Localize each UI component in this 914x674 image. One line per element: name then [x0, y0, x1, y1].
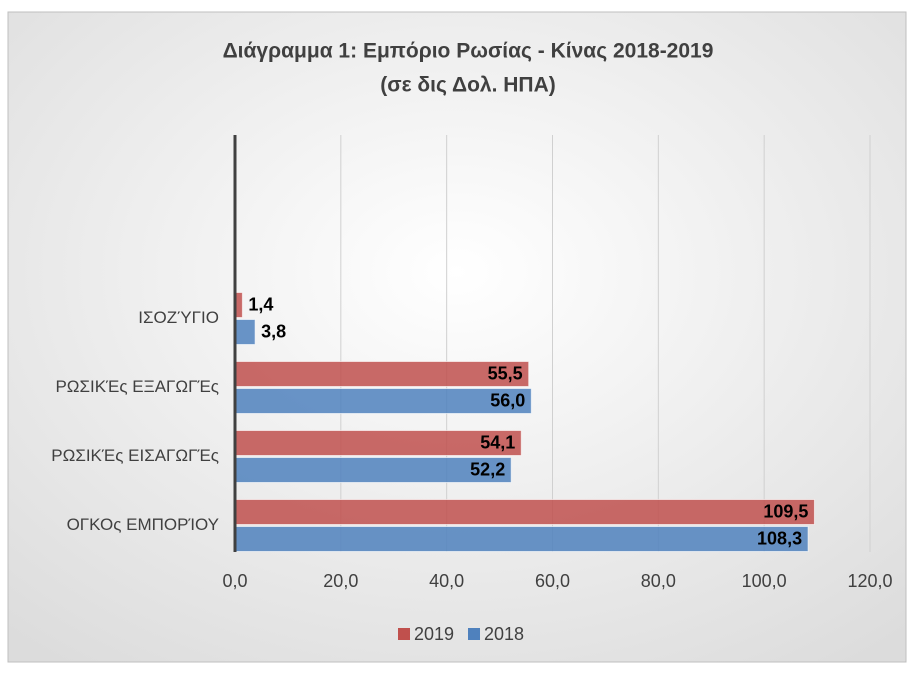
- x-tick-label: 80,0: [641, 571, 676, 591]
- chart-subtitle: (σε δις Δολ. ΗΠΑ): [380, 74, 555, 97]
- legend-label: 2019: [414, 624, 454, 644]
- x-tick-label: 100,0: [742, 571, 787, 591]
- y-tick-label: ΟΓΚΟς ΕΜΠΟΡΊΟΥ: [67, 515, 219, 534]
- data-label: 55,5: [488, 363, 523, 383]
- bar: [234, 499, 815, 525]
- chart-title: Διάγραμμα 1: Εμπόριο Ρωσίας - Κίνας 2018…: [223, 40, 714, 63]
- data-label: 1,4: [248, 294, 273, 314]
- x-tick-label: 0,0: [222, 571, 247, 591]
- data-label: 52,2: [470, 459, 505, 479]
- data-label: 56,0: [490, 390, 525, 410]
- chart-background: [7, 11, 907, 663]
- x-tick-label: 120,0: [847, 571, 892, 591]
- bar: [234, 430, 522, 456]
- y-tick-label: ΡΩΣΙΚΈς ΕΙΣΑΓΩΓΈς: [51, 446, 219, 465]
- legend-swatch: [468, 628, 480, 640]
- bar: [234, 319, 256, 345]
- data-label: 108,3: [757, 528, 802, 548]
- y-tick-label: ΡΩΣΙΚΈς ΕΞΑΓΩΓΈς: [55, 377, 219, 396]
- bar: [234, 361, 530, 387]
- data-label: 109,5: [763, 501, 808, 521]
- legend-label: 2018: [484, 624, 524, 644]
- data-label: 3,8: [261, 321, 286, 341]
- y-tick-label: ΙΣΟΖΎΓΙΟ: [138, 308, 219, 327]
- legend-swatch: [398, 628, 410, 640]
- bar: [234, 526, 809, 552]
- data-label: 54,1: [480, 432, 515, 452]
- bar: [234, 388, 532, 414]
- x-tick-label: 40,0: [429, 571, 464, 591]
- x-tick-label: 60,0: [535, 571, 570, 591]
- x-tick-label: 20,0: [323, 571, 358, 591]
